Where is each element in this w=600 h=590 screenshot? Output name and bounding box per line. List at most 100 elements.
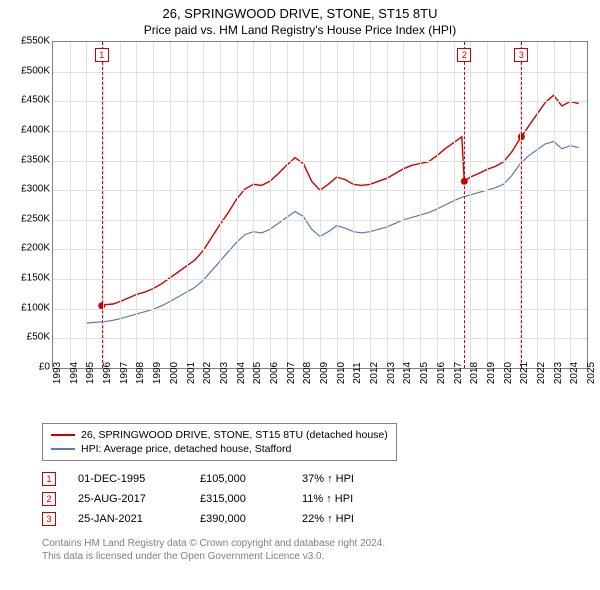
xtick-label: 2005 [252, 362, 263, 384]
sale-row: 2 25-AUG-2017 £315,000 11% ↑ HPI [42, 489, 600, 509]
xtick-label: 1994 [69, 362, 80, 384]
gridline-v [203, 42, 204, 368]
legend-swatch [51, 448, 75, 450]
ytick-label: £200K [6, 243, 50, 254]
ytick-label: £100K [6, 302, 50, 313]
xtick-label: 2006 [269, 362, 280, 384]
gridline-v [353, 42, 354, 368]
sale-vline [102, 42, 103, 368]
gridline-v [320, 42, 321, 368]
gridline-v [370, 42, 371, 368]
sale-marker-box: 3 [514, 48, 528, 62]
gridline-v [420, 42, 421, 368]
sale-table: 1 01-DEC-1995 £105,000 37% ↑ HPI 2 25-AUG-201… [42, 469, 600, 529]
xtick-label: 2008 [302, 362, 313, 384]
gridline-v [303, 42, 304, 368]
gridline-v [120, 42, 121, 368]
series-property [102, 95, 579, 305]
xtick-label: 1996 [102, 362, 113, 384]
ytick-label: £400K [6, 124, 50, 135]
xtick-label: 2015 [419, 362, 430, 384]
legend: 26, SPRINGWOOD DRIVE, STONE, ST15 8TU (d… [42, 423, 397, 461]
xtick-label: 1993 [52, 362, 63, 384]
sale-pct: 37% ↑ HPI [302, 473, 382, 485]
gridline-v [487, 42, 488, 368]
xtick-label: 1995 [85, 362, 96, 384]
gridline-v [253, 42, 254, 368]
ytick-label: £250K [6, 213, 50, 224]
legend-label: 26, SPRINGWOOD DRIVE, STONE, ST15 8TU (d… [81, 429, 388, 441]
ytick-label: £300K [6, 184, 50, 195]
xtick-label: 2011 [352, 362, 363, 384]
xtick-label: 2022 [536, 362, 547, 384]
gridline-v [537, 42, 538, 368]
xtick-label: 2020 [503, 362, 514, 384]
xtick-label: 2004 [236, 362, 247, 384]
sale-date: 25-AUG-2017 [78, 493, 178, 505]
gridline-v [337, 42, 338, 368]
gridline-v [437, 42, 438, 368]
ytick-label: £0 [6, 362, 50, 373]
sale-row-num: 3 [42, 512, 56, 526]
ytick-label: £550K [6, 36, 50, 47]
gridline-v [287, 42, 288, 368]
gridline-v [187, 42, 188, 368]
xtick-label: 2000 [169, 362, 180, 384]
sale-date: 01-DEC-1995 [78, 473, 178, 485]
sale-marker-box: 2 [457, 48, 471, 62]
xtick-label: 2018 [469, 362, 480, 384]
xtick-label: 2007 [286, 362, 297, 384]
xtick-label: 2017 [453, 362, 464, 384]
ytick-label: £450K [6, 95, 50, 106]
sale-row: 325-JAN-2021£390,00022% ↑ HPI [42, 509, 600, 529]
ytick-label: £500K [6, 65, 50, 76]
footer-line1: Contains HM Land Registry data © Crown c… [42, 537, 600, 550]
gridline-v [136, 42, 137, 368]
sale-date: 25-JAN-2021 [78, 513, 178, 525]
gridline-v [270, 42, 271, 368]
xtick-label: 2012 [369, 362, 380, 384]
chart-area: 123 £0£50K£100K£150K£200K£250K£300K£350K… [40, 41, 600, 393]
xtick-label: 2014 [402, 362, 413, 384]
gridline-v [554, 42, 555, 368]
sale-vline [464, 42, 465, 368]
gridline-v [153, 42, 154, 368]
chart-title: 26, SPRINGWOOD DRIVE, STONE, ST15 8TU [0, 0, 600, 21]
gridline-v [70, 42, 71, 368]
xtick-label: 2001 [186, 362, 197, 384]
sale-vline [521, 42, 522, 368]
sale-row-num: 1 [42, 472, 56, 486]
gridline-v [454, 42, 455, 368]
sale-pct: 11% ↑ HPI [302, 493, 382, 505]
sale-price: £315,000 [200, 493, 280, 505]
legend-row: HPI: Average price, detached house, Staf… [51, 442, 388, 456]
xtick-label: 2013 [386, 362, 397, 384]
xtick-label: 2024 [569, 362, 580, 384]
gridline-v [220, 42, 221, 368]
sale-price: £105,000 [200, 473, 280, 485]
ytick-label: £350K [6, 154, 50, 165]
gridline-v [570, 42, 571, 368]
footer-line2: This data is licensed under the Open Gov… [42, 550, 600, 563]
plot-region: 123 [52, 41, 588, 369]
xtick-label: 2023 [553, 362, 564, 384]
xtick-label: 2019 [486, 362, 497, 384]
xtick-label: 1999 [152, 362, 163, 384]
sale-row-num: 2 [42, 492, 56, 506]
series-hpi [86, 142, 578, 323]
sale-row: 1 01-DEC-1995 £105,000 37% ↑ HPI [42, 469, 600, 489]
xtick-label: 1997 [119, 362, 130, 384]
gridline-v [170, 42, 171, 368]
sale-price: £390,000 [200, 513, 280, 525]
ytick-label: £150K [6, 273, 50, 284]
gridline-v [237, 42, 238, 368]
xtick-label: 2021 [519, 362, 530, 384]
gridline-v [470, 42, 471, 368]
xtick-label: 2010 [336, 362, 347, 384]
footer: Contains HM Land Registry data © Crown c… [42, 537, 600, 563]
xtick-label: 2025 [586, 362, 597, 384]
xtick-label: 2002 [202, 362, 213, 384]
gridline-v [103, 42, 104, 368]
gridline-v [504, 42, 505, 368]
xtick-label: 1998 [135, 362, 146, 384]
